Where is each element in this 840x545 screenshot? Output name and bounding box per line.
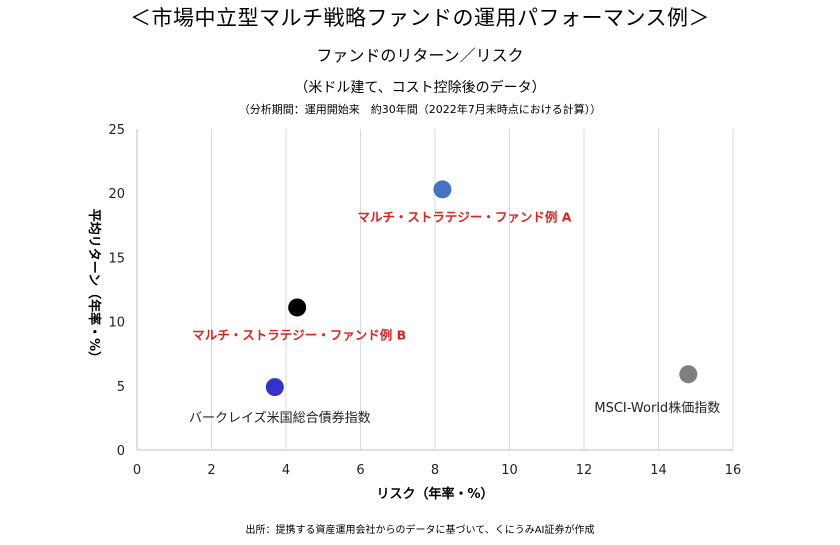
- x-axis-title: リスク（年率・%）: [376, 486, 493, 502]
- x-tick-label: 2: [207, 463, 215, 478]
- point-label: マルチ・ストラテジー・ファンド例 A: [357, 209, 571, 224]
- point-labels: マルチ・ストラテジー・ファンド例 A マルチ・ストラテジー・ファンド例 B バークレ…: [189, 209, 720, 426]
- source-note: 出所：提携する資産運用会社からのデータに基づいて、くにうみAI証券が作成: [245, 525, 595, 536]
- tick-labels: 0 2 4 6 8 10 12 14 16 0 5 10 15 20 25: [108, 123, 741, 478]
- chart-subtitle: ファンドのリターン／リスク: [316, 46, 524, 65]
- y-tick-label: 25: [108, 123, 125, 138]
- x-tick-label: 4: [282, 463, 290, 478]
- y-tick-label: 15: [108, 251, 125, 266]
- data-point: [288, 298, 307, 317]
- x-tick-label: 14: [650, 463, 667, 478]
- point-label: マルチ・ストラテジー・ファンド例 B: [192, 327, 406, 342]
- x-tick-label: 0: [133, 463, 141, 478]
- point-label: MSCI-World株価指数: [594, 401, 720, 416]
- point-label: バークレイズ米国総合債券指数: [189, 410, 371, 426]
- data-points: [265, 180, 698, 397]
- y-axis-title: 平均リターン（年率・%）: [86, 209, 102, 364]
- x-tick-label: 6: [356, 463, 364, 478]
- x-tick-label: 12: [576, 463, 593, 478]
- axes: [136, 129, 733, 451]
- period-note: （分析期間：運用開始来 約30年間（2022年7月末時点における計算））: [238, 103, 602, 116]
- x-tick-label: 10: [501, 463, 518, 478]
- x-tick-label: 8: [431, 463, 439, 478]
- x-tick-label: 16: [725, 463, 742, 478]
- currency-note: （米ドル建て、コスト控除後のデータ）: [294, 80, 546, 96]
- data-point: [679, 365, 698, 384]
- y-tick-label: 20: [108, 187, 125, 202]
- grid-lines: [211, 129, 734, 450]
- y-tick-label: 5: [117, 380, 125, 395]
- y-tick-label: 10: [108, 316, 125, 331]
- y-tick-label: 0: [117, 444, 125, 459]
- data-point: [433, 180, 452, 199]
- data-point: [265, 378, 284, 397]
- chart-title: ＜市場中立型マルチ戦略ファンドの運用パフォーマンス例＞: [129, 6, 711, 30]
